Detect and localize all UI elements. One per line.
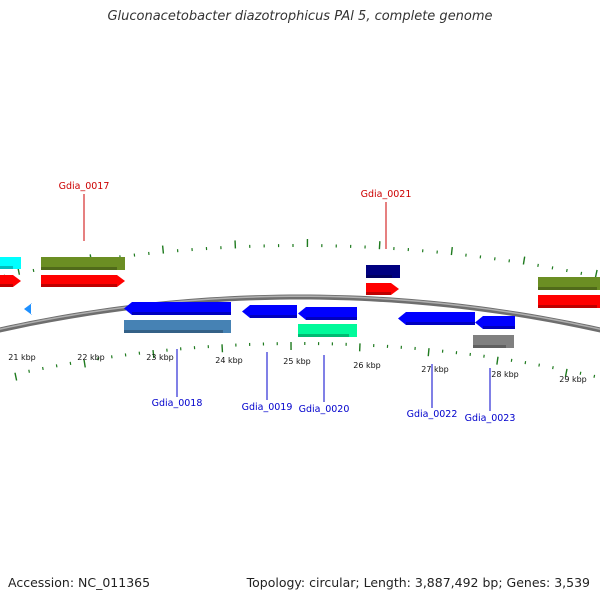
accession-label: Accession: NC_011365 xyxy=(8,575,151,590)
gene-label-reverse: Gdia_0018 xyxy=(152,398,203,409)
olive-feature-right-shadow xyxy=(538,287,597,290)
axis-label: 27 kbp xyxy=(421,365,449,374)
inner-tick xyxy=(152,350,155,359)
map-title: Gluconacetobacter diazotrophicus PAl 5, … xyxy=(107,9,493,24)
inner-tick xyxy=(83,359,86,368)
inner-tick xyxy=(552,366,554,370)
cyan-forward-feature-shadow xyxy=(0,266,13,269)
axis-label: 23 kbp xyxy=(146,353,174,362)
light-blue-small-feature xyxy=(24,303,32,315)
blue-feature-0020 xyxy=(298,307,357,320)
gray-feature-0023 xyxy=(473,335,514,348)
gray-feature-0023-shadow xyxy=(473,345,506,348)
outer-tick xyxy=(32,268,35,273)
blue-feature-0018 xyxy=(124,302,231,315)
aquamarine-feature-0020-shadow xyxy=(298,334,349,337)
genome-backbone xyxy=(0,294,600,333)
olive-feature-0017 xyxy=(41,257,125,270)
outer-tick xyxy=(551,266,554,270)
outer-tick xyxy=(537,263,539,267)
axis-label: 22 kbp xyxy=(77,353,105,362)
outer-tick xyxy=(450,246,453,256)
olive-feature-0017-shadow xyxy=(41,267,117,270)
aquamarine-feature-0020 xyxy=(298,324,357,337)
outer-tick xyxy=(594,269,598,278)
red-forward-feature-left xyxy=(0,275,21,287)
axis-label: 25 kbp xyxy=(283,357,311,366)
navy-feature-0021-shadow xyxy=(366,275,392,278)
inner-tick xyxy=(538,363,540,367)
blue-feature-0023-shadow xyxy=(483,326,515,329)
red-feature-0021 xyxy=(366,283,399,295)
axis-label: 28 kbp xyxy=(491,370,519,379)
steelblue-feature-0018-shadow xyxy=(124,330,223,333)
red-feature-0017-shadow xyxy=(41,284,117,287)
navy-feature-0021 xyxy=(366,265,400,278)
blue-feature-0020-shadow xyxy=(306,317,357,320)
genome-backbone-highlight xyxy=(0,295,600,330)
inner-tick xyxy=(427,348,430,357)
axis-label: 26 kbp xyxy=(353,361,381,370)
axis-label: 21 kbp xyxy=(8,353,36,362)
inner-tick xyxy=(42,366,44,371)
axis-label: 24 kbp xyxy=(215,356,243,365)
red-feature-0021-shadow xyxy=(366,292,391,295)
outer-tick xyxy=(580,271,583,275)
blue-feature-0023 xyxy=(475,316,515,329)
red-feature-right xyxy=(538,295,600,308)
red-feature-right-shadow xyxy=(538,305,597,308)
blue-feature-0019 xyxy=(242,305,297,318)
gene-label-forward: Gdia_0021 xyxy=(361,189,412,200)
inner-tick xyxy=(55,364,58,368)
blue-feature-0018-shadow xyxy=(132,312,231,315)
gene-label-reverse: Gdia_0023 xyxy=(465,413,516,424)
axis-label: 29 kbp xyxy=(559,375,587,384)
olive-feature-right xyxy=(538,277,600,290)
cyan-forward-feature xyxy=(0,257,21,269)
topology-label: Topology: circular; Length: 3,887,492 bp… xyxy=(246,575,590,590)
gene-label-reverse: Gdia_0020 xyxy=(299,404,350,415)
inner-tick xyxy=(14,372,18,381)
outer-tick xyxy=(522,256,526,265)
inner-tick xyxy=(564,368,568,377)
outer-tick xyxy=(161,245,165,254)
gene-label-reverse: Gdia_0022 xyxy=(407,409,458,420)
red-feature-0017 xyxy=(41,275,125,287)
inner-tick xyxy=(496,356,499,365)
blue-feature-0022 xyxy=(398,312,475,325)
inner-tick xyxy=(579,371,582,375)
gene-label-reverse: Gdia_0019 xyxy=(242,402,293,413)
blue-feature-0022-shadow xyxy=(406,322,475,325)
gene-label-forward: Gdia_0017 xyxy=(59,181,110,192)
inner-tick xyxy=(28,369,30,373)
red-forward-feature-left-shadow xyxy=(0,284,13,287)
blue-feature-0019-shadow xyxy=(250,315,297,318)
steelblue-feature-0018 xyxy=(124,320,231,333)
outer-tick xyxy=(566,268,568,273)
inner-tick xyxy=(593,374,596,378)
